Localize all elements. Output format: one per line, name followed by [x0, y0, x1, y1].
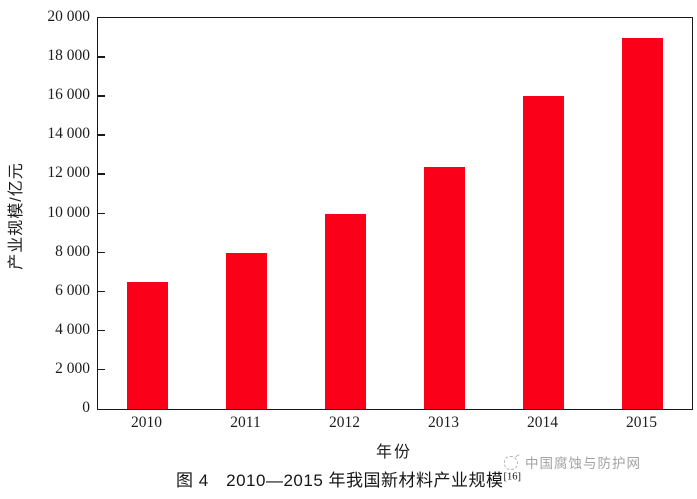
x-tick-label-2012: 2012: [329, 414, 360, 431]
figure-caption: 图 4 2010—2015 年我国新材料产业规模[16]: [0, 466, 697, 491]
y-tick-label: 0: [82, 399, 90, 416]
plot-area: [97, 17, 693, 410]
bar-2012: [325, 213, 366, 409]
x-tick-label-2014: 2014: [527, 414, 558, 431]
y-tick-label: 8 000: [55, 242, 90, 260]
x-tick-label-2015: 2015: [626, 414, 657, 431]
y-tick-mark: [98, 95, 105, 97]
y-tick-mark: [98, 329, 105, 332]
y-tick-mark: [98, 290, 105, 293]
y-tick-mark: [98, 56, 105, 58]
y-tick-label: 10 000: [47, 203, 90, 221]
y-tick-mark: [98, 251, 105, 254]
bar-2015: [622, 37, 663, 409]
y-tick-label: 2 000: [55, 359, 90, 377]
y-tick-label: 6 000: [55, 281, 90, 299]
y-tick-label: 4 000: [55, 320, 90, 338]
y-tick-label: 16 000: [47, 86, 90, 104]
y-tick-mark: [98, 212, 105, 214]
bar-2010: [127, 281, 168, 409]
bar-2013: [424, 166, 465, 409]
x-axis-title: 年份: [375, 444, 412, 461]
bar-2014: [523, 96, 564, 409]
watermark-text: 中国腐蚀与防护网: [525, 456, 641, 471]
x-tick-label-2010: 2010: [131, 414, 162, 431]
y-tick-mark: [98, 368, 105, 371]
y-tick-label: 12 000: [47, 164, 90, 182]
figure-caption-text: 图 4 2010—2015 年我国新材料产业规模: [175, 471, 504, 490]
watermark: 中国腐蚀与防护网: [503, 452, 641, 472]
x-tick-label-2013: 2013: [428, 414, 459, 431]
x-axis-tick-labels: 2010 2011 2012 2013 2014 2015: [97, 414, 691, 436]
y-tick-label: 20 000: [47, 8, 90, 25]
y-tick-label: 14 000: [47, 125, 90, 143]
y-tick-label: 18 000: [47, 47, 90, 65]
y-axis-tick-labels: 0 2 000 4 000 6 000 8 000 10 000 12 000 14 000 1…: [0, 8, 90, 416]
y-tick-mark: [98, 173, 105, 175]
y-axis-title: 产业规模/亿元: [8, 162, 25, 270]
x-tick-label-2011: 2011: [230, 414, 261, 431]
sketch-circle-icon: [503, 453, 521, 470]
bar-2011: [226, 252, 267, 409]
figure-caption-reference: [16]: [503, 471, 522, 483]
y-tick-mark: [98, 134, 105, 136]
